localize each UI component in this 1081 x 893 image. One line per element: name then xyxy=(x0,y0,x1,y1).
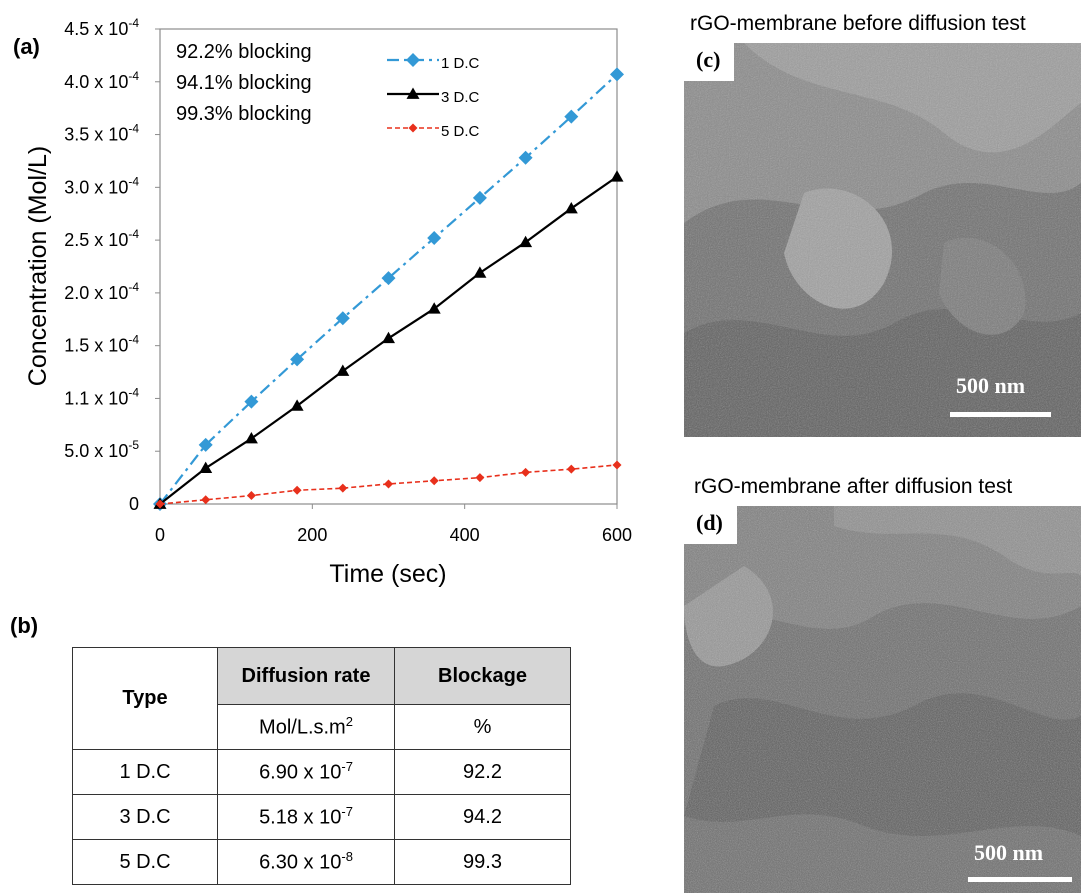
data-point xyxy=(155,499,165,509)
y-tick-label: 1.1 x 10-4 xyxy=(64,385,139,408)
data-point xyxy=(475,473,485,483)
x-tick-label: 200 xyxy=(297,525,327,545)
scale-bar-label: 500 nm xyxy=(974,840,1044,865)
y-axis-label: Concentration (Mol/L) xyxy=(24,146,52,386)
plot-frame xyxy=(159,28,618,505)
row-blockage: 99.3 xyxy=(394,839,571,885)
scale-bar xyxy=(950,412,1051,417)
data-point xyxy=(566,464,576,474)
scale-bar-label: 500 nm xyxy=(956,373,1026,398)
data-point xyxy=(564,201,578,214)
table-row: 5 D.C 6.30 x 10-8 99.3 xyxy=(72,839,571,885)
series-line xyxy=(159,73,618,505)
row-type: 5 D.C xyxy=(72,839,218,885)
blocking-annotation: 92.2% blocking xyxy=(176,41,312,63)
type-header: Type xyxy=(72,647,218,750)
data-point xyxy=(473,266,487,278)
sem-texture-after xyxy=(684,506,1081,893)
y-tick-label: 3.0 x 10-4 xyxy=(64,174,139,197)
data-point xyxy=(406,87,420,99)
sem-after-title: rGO-membrane after diffusion test xyxy=(694,475,1013,498)
diffusion-table: Type Diffusion rate Blockage Mol/L.s.m2 … xyxy=(72,647,571,885)
sem-texture-before xyxy=(684,43,1081,437)
sem-image-after: (d) 500 nm xyxy=(684,506,1081,893)
y-tick-label: 5.0 x 10-5 xyxy=(64,438,139,461)
x-tick-label: 400 xyxy=(450,525,480,545)
panel-label-d: (d) xyxy=(684,506,737,544)
data-point xyxy=(290,399,304,411)
blockage-unit: % xyxy=(394,704,571,750)
x-tick-label: 600 xyxy=(602,525,632,545)
data-point xyxy=(336,364,350,376)
data-point xyxy=(382,331,395,344)
data-point xyxy=(518,150,533,165)
legend-label: 1 D.C xyxy=(441,55,480,72)
y-tick-label: 4.5 x 10-4 xyxy=(64,16,139,39)
scale-bar xyxy=(968,877,1072,882)
data-point xyxy=(292,485,302,495)
x-tick-label: 0 xyxy=(155,525,165,545)
row-rate: 6.90 x 10-7 xyxy=(217,749,395,795)
panel-label-c: (c) xyxy=(684,43,735,81)
y-tick-label: 2.5 x 10-4 xyxy=(64,227,139,250)
data-point xyxy=(244,432,258,444)
legend-label: 5 D.C xyxy=(441,123,480,140)
data-point xyxy=(201,495,211,505)
data-point xyxy=(406,53,420,67)
concentration-chart: 0 5.0 x 10-5 1.1 x 10-4 1.5 x 10-4 2.0 x 10-… xyxy=(24,16,632,588)
data-point xyxy=(335,311,350,326)
data-point xyxy=(612,460,622,470)
data-point xyxy=(384,479,393,489)
data-point xyxy=(381,271,396,286)
row-rate: 5.18 x 10-7 xyxy=(217,794,395,840)
row-type: 1 D.C xyxy=(72,749,218,795)
data-point xyxy=(429,476,439,486)
data-point xyxy=(246,491,256,501)
data-point xyxy=(290,352,305,367)
series-line xyxy=(159,464,618,505)
y-tick-label: 4.0 x 10-4 xyxy=(64,69,139,92)
data-point xyxy=(519,235,533,248)
row-type: 3 D.C xyxy=(72,794,218,840)
data-point xyxy=(427,231,442,245)
data-point xyxy=(427,302,441,314)
y-tick-label: 0 xyxy=(129,494,139,514)
table-row: 3 D.C 5.18 x 10-7 94.2 xyxy=(72,794,571,840)
data-point xyxy=(198,437,213,452)
data-point xyxy=(338,483,348,493)
legend-label: 3 D.C xyxy=(441,89,480,106)
y-tick-label: 2.0 x 10-4 xyxy=(64,280,139,303)
y-tick-label: 3.5 x 10-4 xyxy=(64,122,139,145)
sem-image-before: (c) 500 nm xyxy=(684,43,1081,437)
panel-label-b: (b) xyxy=(10,613,39,638)
diffusion-rate-header: Diffusion rate xyxy=(217,647,395,705)
blocking-annotation: 99.3% blocking xyxy=(176,103,312,125)
data-point xyxy=(521,467,531,477)
row-blockage: 92.2 xyxy=(394,749,571,795)
table-row: 1 D.C 6.90 x 10-7 92.2 xyxy=(72,749,571,795)
data-point xyxy=(610,170,624,182)
row-blockage: 94.2 xyxy=(394,794,571,840)
data-point xyxy=(408,123,418,133)
panel-label-a: (a) xyxy=(13,34,40,59)
data-point xyxy=(472,190,487,205)
row-rate: 6.30 x 10-8 xyxy=(217,839,395,885)
data-point xyxy=(610,67,624,82)
y-tick-label: 1.5 x 10-4 xyxy=(64,333,139,356)
blockage-header: Blockage xyxy=(394,647,571,705)
data-point xyxy=(244,394,259,409)
x-axis-label: Time (sec) xyxy=(329,560,446,588)
data-point xyxy=(199,461,213,473)
diffusion-rate-unit: Mol/L.s.m2 xyxy=(217,704,395,750)
sem-before-title: rGO-membrane before diffusion test xyxy=(690,12,1026,35)
blocking-annotation: 94.1% blocking xyxy=(176,72,312,94)
data-point xyxy=(564,109,579,124)
